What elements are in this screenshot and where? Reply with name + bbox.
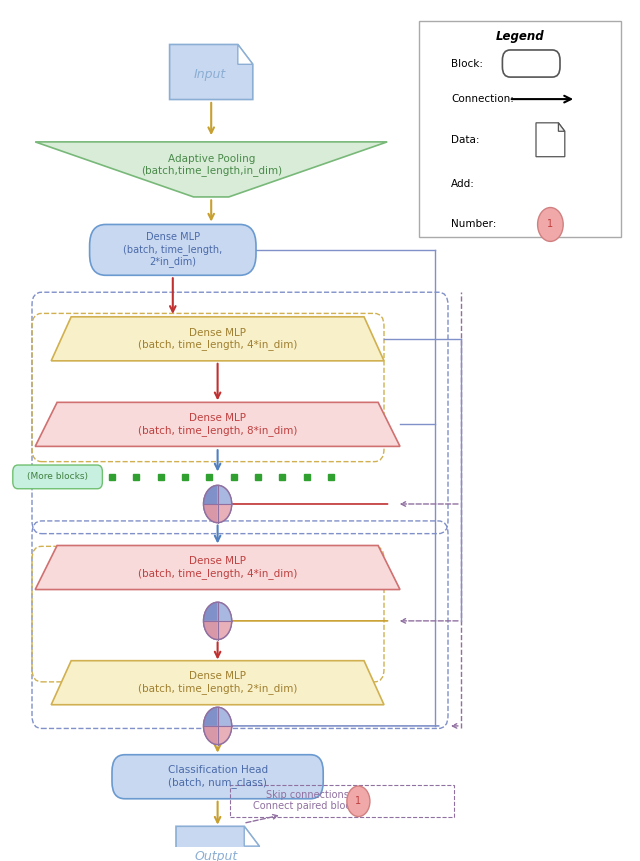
Text: Input: Input [193,68,226,81]
Wedge shape [204,486,218,504]
Text: Data:: Data: [451,135,480,145]
Text: Output: Output [195,850,237,861]
Wedge shape [204,504,218,523]
Wedge shape [218,504,232,523]
Polygon shape [536,123,565,157]
Polygon shape [35,142,387,197]
Text: Dense MLP
(batch, time_length,
2*in_dim): Dense MLP (batch, time_length, 2*in_dim) [123,232,223,268]
Text: Dense MLP
(batch, time_length, 2*in_dim): Dense MLP (batch, time_length, 2*in_dim) [138,672,298,694]
Polygon shape [176,827,259,861]
Wedge shape [204,707,218,726]
Circle shape [347,786,370,816]
Wedge shape [204,602,218,621]
Polygon shape [51,317,384,361]
Polygon shape [238,45,253,65]
Wedge shape [536,183,550,202]
FancyBboxPatch shape [502,50,560,77]
Circle shape [204,602,232,640]
Circle shape [538,208,563,241]
Wedge shape [218,486,232,504]
Wedge shape [204,726,218,745]
Circle shape [204,486,232,523]
FancyBboxPatch shape [112,755,323,799]
FancyBboxPatch shape [419,22,621,237]
FancyBboxPatch shape [13,465,102,489]
Wedge shape [218,726,232,745]
Text: Number:: Number: [451,220,497,230]
Wedge shape [536,165,550,183]
Text: Dense MLP
(batch, time_length, 4*in_dim): Dense MLP (batch, time_length, 4*in_dim) [138,327,298,350]
Wedge shape [204,621,218,640]
Wedge shape [218,621,232,640]
Text: (More blocks): (More blocks) [27,473,88,481]
Wedge shape [550,165,564,183]
Polygon shape [170,45,253,100]
Text: 1: 1 [355,796,362,806]
Text: Legend: Legend [496,30,544,43]
Wedge shape [218,602,232,621]
Text: Dense MLP
(batch, time_length, 8*in_dim): Dense MLP (batch, time_length, 8*in_dim) [138,413,298,436]
FancyBboxPatch shape [90,225,256,276]
Wedge shape [218,707,232,726]
Polygon shape [51,660,384,705]
Wedge shape [550,183,564,202]
Polygon shape [35,546,400,590]
Circle shape [204,707,232,745]
Text: Adaptive Pooling
(batch,time_length,in_dim): Adaptive Pooling (batch,time_length,in_d… [141,154,282,177]
Polygon shape [35,402,400,446]
Polygon shape [244,827,259,846]
Text: Connection:: Connection: [451,94,514,104]
Text: Block:: Block: [451,59,483,69]
Text: Classification Head
(batch, num_class): Classification Head (batch, num_class) [168,765,268,788]
Text: Add:: Add: [451,179,475,189]
Text: Skip connections
Connect paired blocks: Skip connections Connect paired blocks [253,790,362,811]
Text: Dense MLP
(batch, time_length, 4*in_dim): Dense MLP (batch, time_length, 4*in_dim) [138,556,298,579]
Polygon shape [559,123,565,131]
Circle shape [536,165,564,202]
Text: 1: 1 [547,220,554,230]
